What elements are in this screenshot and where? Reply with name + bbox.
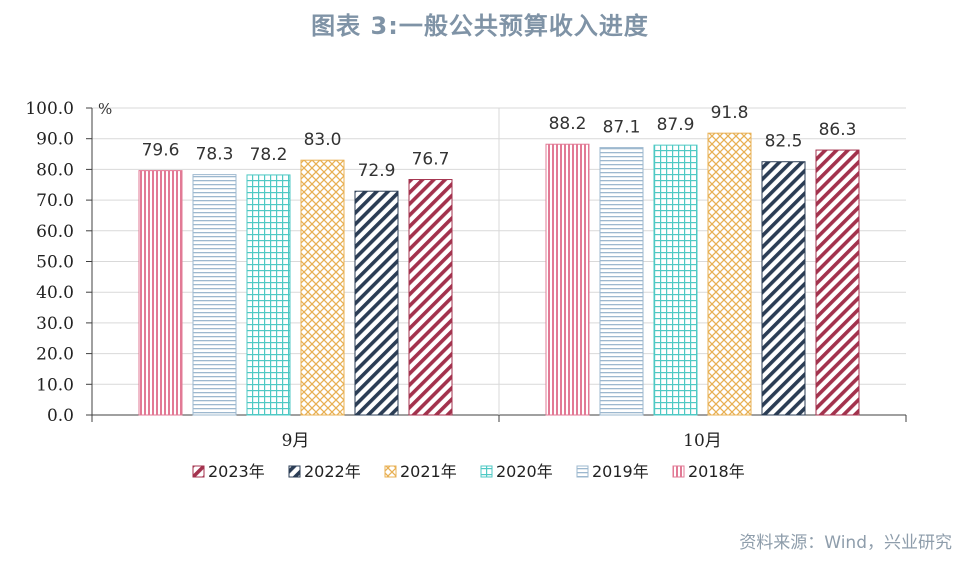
data-label: 87.9 [657,115,695,135]
y-tick-label: 100.0 [25,99,74,119]
y-tick-label: 10.0 [36,375,74,395]
source-note: 资料来源：Wind，兴业研究 [739,533,952,553]
bar [300,159,345,416]
bar [653,144,698,416]
data-label: 79.6 [142,141,180,161]
bar [408,179,453,416]
bar [246,174,291,416]
bar [707,132,752,416]
y-tick-label: 0.0 [47,406,74,426]
bar [599,147,644,416]
legend-label: 2020年 [496,462,553,481]
data-label: 86.3 [819,120,857,140]
x-tick-label: 10月 [683,431,722,451]
y-tick-label: 80.0 [36,160,74,180]
legend-label: 2022年 [304,462,361,481]
legend-swatch [384,465,397,478]
bar [545,143,590,416]
bar [192,174,237,416]
y-tick-label: 50.0 [36,253,74,273]
legend-swatch [288,465,301,478]
legend-swatch [192,465,205,478]
data-label: 72.9 [358,161,396,181]
y-tick-label: 40.0 [36,283,74,303]
legend-label: 2023年 [208,462,265,481]
data-label: 76.7 [412,150,450,170]
bar [815,149,860,416]
data-label: 82.5 [765,132,803,152]
y-tick-label: 20.0 [36,345,74,365]
data-label: 91.8 [711,103,749,123]
y-tick-label: 60.0 [36,222,74,242]
data-label: 78.2 [250,145,288,165]
x-tick-label: 9月 [282,431,310,451]
data-label: 78.3 [196,145,234,165]
bar [138,170,183,416]
y-tick-label: 70.0 [36,191,74,211]
data-label: 87.1 [603,118,641,138]
chart-title: 图表 3:一般公共预算收入进度 [311,12,649,40]
bar [761,161,806,416]
legend-swatch [672,465,685,478]
y-unit-label: % [98,100,112,118]
legend-label: 2018年 [688,462,745,481]
legend-label: 2019年 [592,462,649,481]
legend-swatch [576,465,589,478]
data-label: 88.2 [549,114,587,134]
y-tick-label: 90.0 [36,130,74,150]
legend-label: 2021年 [400,462,457,481]
y-tick-label: 30.0 [36,314,74,334]
data-label: 83.0 [304,130,342,150]
legend-swatch [480,465,493,478]
bar [354,190,399,416]
